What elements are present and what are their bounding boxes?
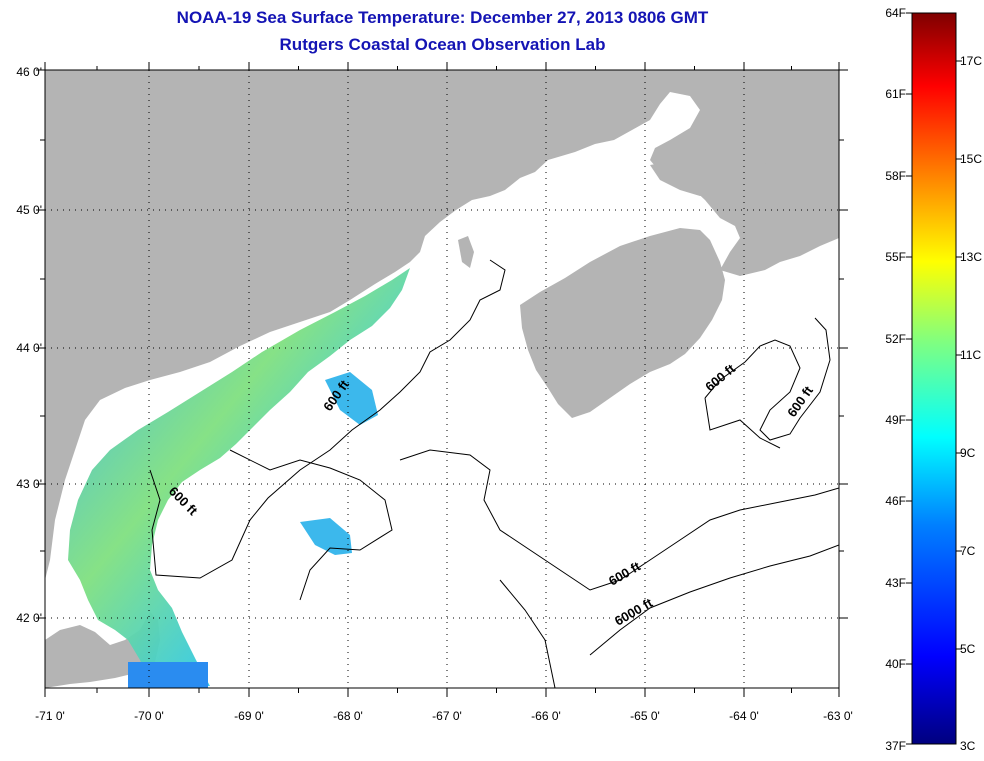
latitude-label: 44 0' <box>16 341 42 355</box>
contour-6000ft <box>589 544 839 656</box>
land-island <box>458 236 474 268</box>
latitude-label: 46 0' <box>16 65 42 79</box>
latitude-label: 43 0' <box>16 477 42 491</box>
colorbar <box>911 12 957 745</box>
graticule <box>45 70 839 688</box>
colorbar-label-f: 55F <box>885 250 906 264</box>
colorbar-label-c: 5C <box>960 642 976 656</box>
map-title: NOAA-19 Sea Surface Temperature: Decembe… <box>176 8 709 27</box>
land-mainland <box>45 70 839 580</box>
map-subtitle: Rutgers Coastal Ocean Observation Lab <box>279 35 606 54</box>
colorbar-label-c: 13C <box>960 250 982 264</box>
longitude-label: -63 0' <box>823 709 853 723</box>
land-nova-scotia <box>520 228 725 418</box>
contour-600ft <box>399 449 839 591</box>
colorbar-label-f: 49F <box>885 413 906 427</box>
longitude-label: -71 0' <box>35 709 65 723</box>
colorbar-label-f: 46F <box>885 494 906 508</box>
latitude-label: 42 0' <box>16 611 42 625</box>
colorbar-label-f: 43F <box>885 576 906 590</box>
longitude-label: -65 0' <box>630 709 660 723</box>
colorbar-label-f: 52F <box>885 332 906 346</box>
longitude-label: -69 0' <box>234 709 264 723</box>
axis-ticks <box>36 62 848 697</box>
map-frame <box>44 69 840 689</box>
colorbar-label-c: 7C <box>960 544 976 558</box>
colorbar-label-c: 9C <box>960 446 976 460</box>
sst-patch <box>128 662 208 688</box>
sst-patch <box>325 372 378 425</box>
colorbar-label-c: 17C <box>960 54 982 68</box>
colorbar-label-f: 37F <box>885 739 906 753</box>
sst-swath <box>68 268 410 688</box>
contour-600ft <box>229 449 393 601</box>
latitude-label: 45 0' <box>16 203 42 217</box>
land-minas-region <box>650 158 790 196</box>
contour-600ft <box>704 317 831 441</box>
longitude-label: -66 0' <box>531 709 561 723</box>
contour-600ft <box>704 397 781 449</box>
colorbar-label-f: 40F <box>885 657 906 671</box>
longitude-label: -64 0' <box>729 709 759 723</box>
longitude-label: -70 0' <box>134 709 164 723</box>
colorbar-label-f: 61F <box>885 87 906 101</box>
colorbar-label-c: 3C <box>960 739 976 753</box>
colorbar-label-f: 64F <box>885 6 906 20</box>
sst-patch <box>300 518 352 555</box>
colorbar-ticks <box>906 12 962 745</box>
contour-600ft <box>149 259 506 579</box>
colorbar-label-c: 11C <box>960 348 981 362</box>
colorbar-label-f: 58F <box>885 169 906 183</box>
longitude-label: -68 0' <box>333 709 363 723</box>
longitude-label: -67 0' <box>432 709 462 723</box>
colorbar-label-c: 15C <box>960 152 982 166</box>
contour-6000ft <box>499 579 556 688</box>
